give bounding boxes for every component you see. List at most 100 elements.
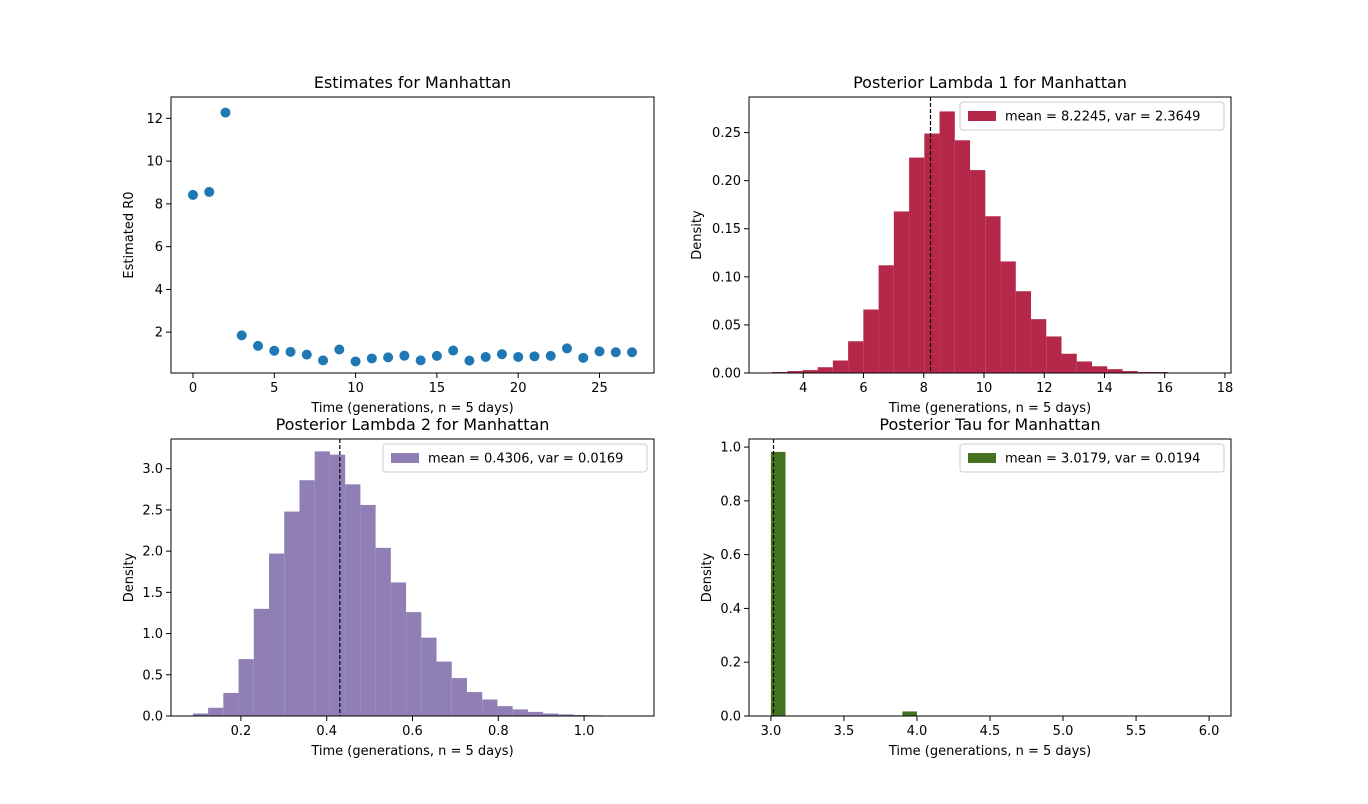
- x-tick-label: 10: [347, 381, 364, 396]
- histogram-bar: [497, 706, 513, 716]
- x-axis-label: Time (generations, n = 5 days): [888, 401, 1091, 416]
- x-tick-label: 4.5: [980, 724, 1001, 739]
- y-axis-label: Density: [690, 210, 705, 260]
- x-tick-label: 6.0: [1199, 724, 1220, 739]
- data-point: [578, 352, 589, 363]
- legend-box: [382, 443, 648, 473]
- data-point: [480, 351, 491, 362]
- subplot-r0-estimates: 0 5 10 15 20 25 2 4 6 8 10 12 Estimates for Manhatta…: [122, 73, 655, 416]
- data-point: [464, 355, 475, 366]
- y-axis-label: Density: [700, 552, 715, 602]
- data-point: [399, 350, 410, 361]
- data-point: [431, 350, 442, 361]
- data-point: [220, 107, 231, 118]
- legend-label: mean = 3.0179, var = 0.0194: [1005, 452, 1200, 467]
- data-point: [610, 347, 621, 358]
- y-axis-label: Density: [122, 552, 137, 602]
- data-point: [204, 186, 215, 197]
- histogram-bar: [939, 111, 955, 373]
- y-tick-label: 2.0: [142, 545, 163, 560]
- histogram-bar: [543, 713, 559, 716]
- plot-area: [771, 97, 1214, 373]
- data-point: [318, 355, 329, 366]
- x-tick-label: 3.5: [834, 724, 855, 739]
- data-point: [350, 356, 361, 367]
- histogram-bar: [954, 140, 971, 373]
- y-tick-label: 1.0: [720, 441, 741, 456]
- plot-area: [770, 439, 1210, 716]
- histogram-bar: [253, 608, 270, 716]
- data-point: [448, 345, 459, 356]
- axes-frame: [748, 96, 1232, 374]
- histogram-bar: [269, 553, 285, 716]
- legend-box: [959, 101, 1225, 131]
- plot-area: [187, 107, 638, 367]
- histogram-bar: [909, 157, 925, 373]
- histogram-bar: [817, 367, 833, 373]
- histogram-bar: [238, 659, 254, 716]
- data-point: [301, 349, 312, 360]
- y-tick-label: 0.00: [712, 367, 741, 382]
- plot-area: [192, 439, 635, 716]
- histogram-bar: [1031, 319, 1047, 373]
- chart-title: Posterior Tau for Manhattan: [879, 415, 1100, 434]
- histogram-bar: [329, 454, 346, 716]
- data-point: [529, 351, 540, 362]
- data-point: [594, 346, 605, 357]
- histogram-bar: [863, 309, 879, 373]
- legend-label: mean = 8.2245, var = 2.3649: [1005, 110, 1200, 125]
- data-point: [545, 350, 556, 361]
- legend-swatch: [391, 453, 419, 463]
- x-tick-label: 8: [920, 381, 928, 396]
- histogram-bar: [1122, 371, 1138, 373]
- histogram-bar: [284, 511, 300, 716]
- y-tick-label: 1.5: [142, 586, 163, 601]
- histogram-bar: [451, 678, 467, 716]
- histogram-bar: [436, 661, 452, 716]
- histogram-bar: [770, 451, 786, 716]
- x-tick-label: 5: [270, 381, 278, 396]
- x-tick-label: 20: [510, 381, 527, 396]
- x-axis-label: Time (generations, n = 5 days): [310, 744, 513, 759]
- histogram-bar: [421, 637, 437, 716]
- histogram-bar: [360, 504, 376, 716]
- histogram-bar: [512, 709, 528, 716]
- histogram-bar: [192, 713, 209, 716]
- data-point: [496, 349, 507, 360]
- y-tick-label: 0.20: [712, 174, 741, 189]
- legend-swatch: [968, 453, 996, 463]
- y-tick-label: 4: [155, 283, 163, 298]
- data-point: [513, 351, 524, 362]
- histogram-bar: [787, 371, 803, 373]
- histogram-bar: [299, 480, 315, 716]
- x-axis-label: Time (generations, n = 5 days): [888, 744, 1091, 759]
- y-tick-label: 0.10: [712, 270, 741, 285]
- x-tick-label: 3.0: [761, 724, 782, 739]
- legend: mean = 3.0179, var = 0.0194: [959, 443, 1225, 473]
- data-point: [383, 352, 394, 363]
- histogram-bar: [878, 265, 894, 373]
- data-point: [561, 343, 572, 354]
- histogram-bar: [466, 692, 483, 716]
- y-tick-label: 6: [155, 240, 163, 255]
- y-tick-label: 0.5: [142, 668, 163, 683]
- y-tick-label: 0.4: [720, 602, 741, 617]
- subplot-tau-posterior: 3.0 3.5 4.0 4.5 5.0 5.5 6.0 0.0 0.2 0.4 0.6 0.8 1.0 P…: [700, 415, 1232, 759]
- data-point: [253, 340, 264, 351]
- histogram-bar: [1015, 291, 1032, 373]
- histogram-bar: [1000, 261, 1016, 373]
- histogram-bar: [1092, 366, 1108, 373]
- histogram-bar: [406, 612, 422, 716]
- x-tick-label: 0.8: [488, 724, 509, 739]
- x-tick-label: 14: [1096, 381, 1113, 396]
- x-tick-label: 0.4: [316, 724, 337, 739]
- histogram-bar: [1046, 336, 1062, 373]
- data-point: [285, 346, 296, 357]
- axes-frame: [170, 96, 655, 374]
- legend-swatch: [968, 111, 996, 121]
- x-tick-label: 12: [1036, 381, 1053, 396]
- histogram-bar: [558, 714, 574, 716]
- y-tick-label: 2.5: [142, 503, 163, 518]
- histogram-bar: [375, 547, 391, 716]
